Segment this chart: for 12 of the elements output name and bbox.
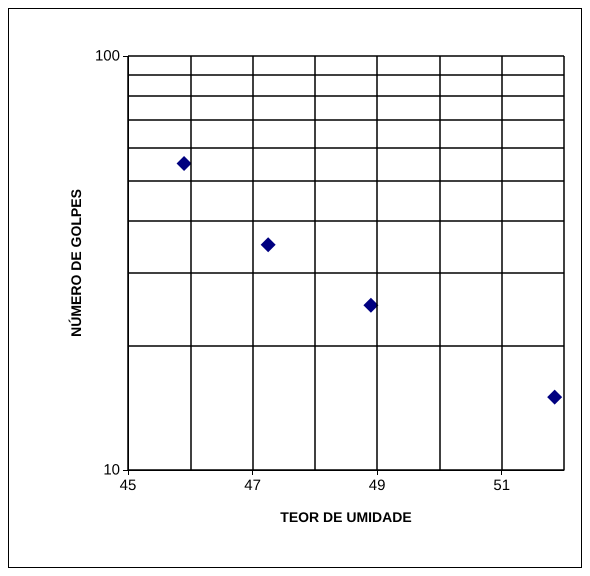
y-tick-label: 10 [103, 462, 120, 478]
point [363, 298, 378, 313]
x-tick-label: 49 [368, 477, 386, 494]
point [260, 237, 276, 252]
x-tick-label: 51 [493, 477, 510, 494]
y-axis-title: NÚMERO DE GOLPES [68, 189, 84, 337]
point [547, 390, 562, 405]
y-tick-label: 100 [94, 48, 120, 64]
x-axis-title: TEOR DE UMIDADE [280, 509, 412, 525]
x-tick-label: 45 [120, 477, 136, 494]
point [176, 156, 192, 171]
x-tick-label: 47 [244, 477, 261, 494]
